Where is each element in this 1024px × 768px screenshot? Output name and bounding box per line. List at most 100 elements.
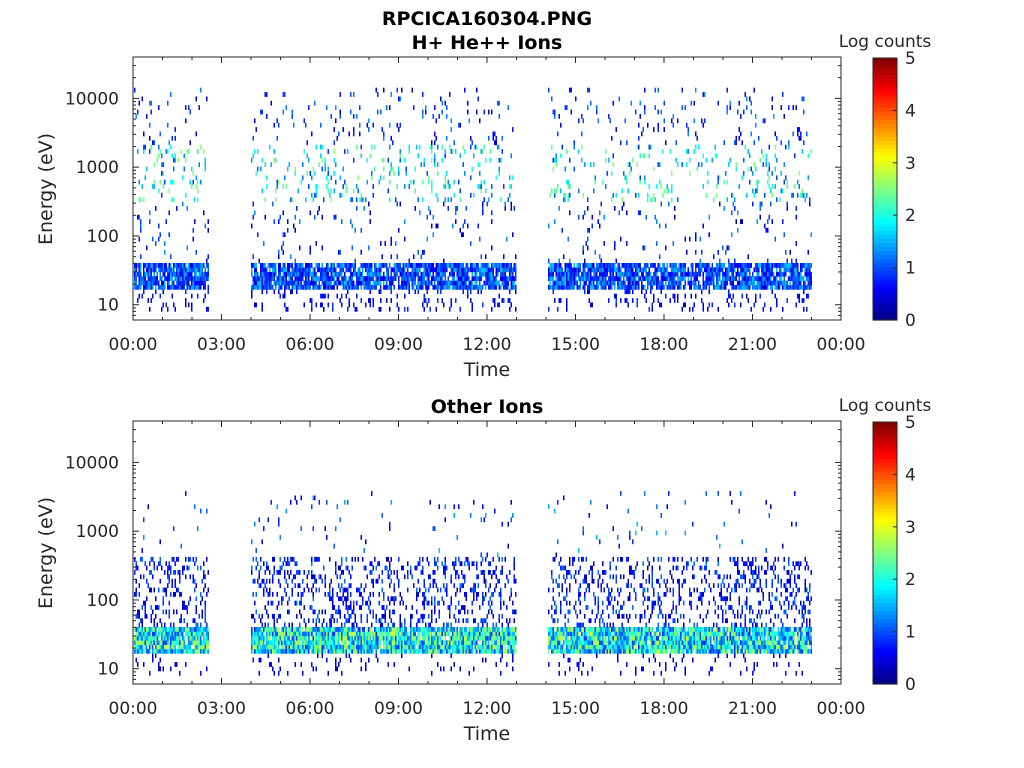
spectrogram-cell: [350, 583, 352, 588]
spectrogram-cell: [345, 635, 347, 641]
spectrogram-cell: [150, 618, 152, 624]
spectrogram-cell: [204, 600, 206, 606]
spectrogram-cell: [509, 289, 511, 295]
spectrogram-cell: [255, 127, 257, 132]
spectrogram-cell: [684, 105, 686, 110]
spectrogram-cell: [572, 271, 574, 277]
spectrogram-cell: [342, 570, 344, 575]
spectrogram-cell: [302, 670, 304, 676]
spectrogram-cell: [333, 127, 335, 132]
spectrogram-cell: [152, 280, 154, 286]
spectrogram-cell: [366, 644, 368, 650]
spectrogram-cell: [188, 276, 190, 281]
spectrogram-cell: [434, 153, 436, 159]
spectrogram-cell: [569, 276, 571, 281]
spectrogram-cell: [348, 284, 350, 290]
spectrogram-cell: [291, 644, 293, 650]
spectrogram-cell: [311, 263, 313, 268]
spectrogram-cell: [570, 109, 572, 115]
spectrogram-cell: [807, 267, 809, 273]
spectrogram-cell: [581, 157, 583, 163]
spectrogram-cell: [291, 631, 293, 637]
spectrogram-cell: [380, 271, 382, 277]
spectrogram-cell: [639, 263, 641, 268]
spectrogram-cell: [746, 293, 748, 299]
spectrogram-cell: [555, 153, 557, 159]
spectrogram-cell: [591, 263, 593, 268]
spectrogram-cell: [498, 144, 500, 150]
spectrogram-cell: [452, 276, 454, 281]
spectrogram-cell: [365, 302, 367, 308]
spectrogram-cell: [192, 574, 194, 580]
spectrogram-cell: [141, 280, 143, 286]
spectrogram-cell: [311, 587, 313, 593]
spectrogram-cell: [278, 635, 280, 641]
spectrogram-cell: [429, 144, 431, 150]
spectrogram-cell: [747, 149, 749, 154]
spectrogram-cell: [762, 271, 764, 277]
spectrogram-cell: [350, 267, 352, 273]
colorbar-swatch: [873, 307, 897, 313]
spectrogram-cell: [567, 280, 569, 286]
spectrogram-cell: [629, 162, 631, 167]
spectrogram-cell: [267, 631, 269, 637]
spectrogram-cell: [369, 640, 371, 645]
spectrogram-cell: [380, 109, 382, 115]
spectrogram-cell: [620, 236, 622, 242]
spectrogram-cell: [203, 635, 205, 641]
spectrogram-cell: [551, 144, 553, 150]
spectrogram-cell: [360, 627, 362, 632]
spectrogram-cell: [273, 565, 275, 571]
spectrogram-cell: [420, 271, 422, 277]
spectrogram-cell: [254, 640, 256, 645]
spectrogram-cell: [276, 648, 278, 654]
spectrogram-cell: [327, 644, 329, 650]
spectrogram-cell: [494, 263, 496, 268]
spectrogram-cell: [722, 263, 724, 268]
spectrogram-cell: [338, 565, 340, 571]
spectrogram-cell: [399, 149, 401, 154]
spectrogram-cell: [761, 271, 763, 277]
spectrogram-cell: [162, 666, 164, 672]
spectrogram-cell: [257, 578, 259, 584]
spectrogram-cell: [752, 276, 754, 281]
spectrogram-cell: [789, 271, 791, 277]
spectrogram-cell: [329, 618, 331, 624]
spectrogram-cell: [293, 280, 295, 286]
spectrogram-cell: [191, 640, 193, 645]
spectrogram-cell: [344, 627, 346, 632]
spectrogram-cell: [804, 263, 806, 268]
spectrogram-cell: [270, 263, 272, 268]
spectrogram-cell: [615, 298, 617, 303]
spectrogram-cell: [675, 267, 677, 273]
spectrogram-cell: [278, 267, 280, 273]
spectrogram-cell: [204, 635, 206, 641]
spectrogram-cell: [657, 122, 659, 128]
spectrogram-cell: [471, 263, 473, 268]
spectrogram-cell: [665, 280, 667, 286]
spectrogram-cell: [176, 263, 178, 268]
spectrogram-cell: [780, 171, 782, 176]
spectrogram-cell: [335, 267, 337, 273]
spectrogram-cell: [689, 306, 691, 312]
spectrogram-cell: [644, 109, 646, 115]
spectrogram-cell: [729, 280, 731, 286]
spectrogram-cell: [699, 284, 701, 290]
spectrogram-cell: [258, 517, 260, 523]
spectrogram-cell: [374, 271, 376, 277]
spectrogram-cell: [783, 280, 785, 286]
spectrogram-cell: [677, 284, 679, 290]
spectrogram-cell: [321, 214, 323, 220]
spectrogram-cell: [266, 640, 268, 645]
spectrogram-cell: [479, 171, 481, 176]
spectrogram-cell: [585, 263, 587, 268]
spectrogram-cell: [513, 276, 515, 281]
spectrogram-cell: [270, 627, 272, 632]
spectrogram-cell: [356, 144, 358, 150]
spectrogram-cell: [318, 263, 320, 268]
spectrogram-cell: [137, 214, 139, 220]
spectrogram-cell: [287, 640, 289, 645]
spectrogram-cell: [177, 648, 179, 654]
spectrogram-cell: [674, 284, 676, 290]
spectrogram-cell: [149, 100, 151, 106]
